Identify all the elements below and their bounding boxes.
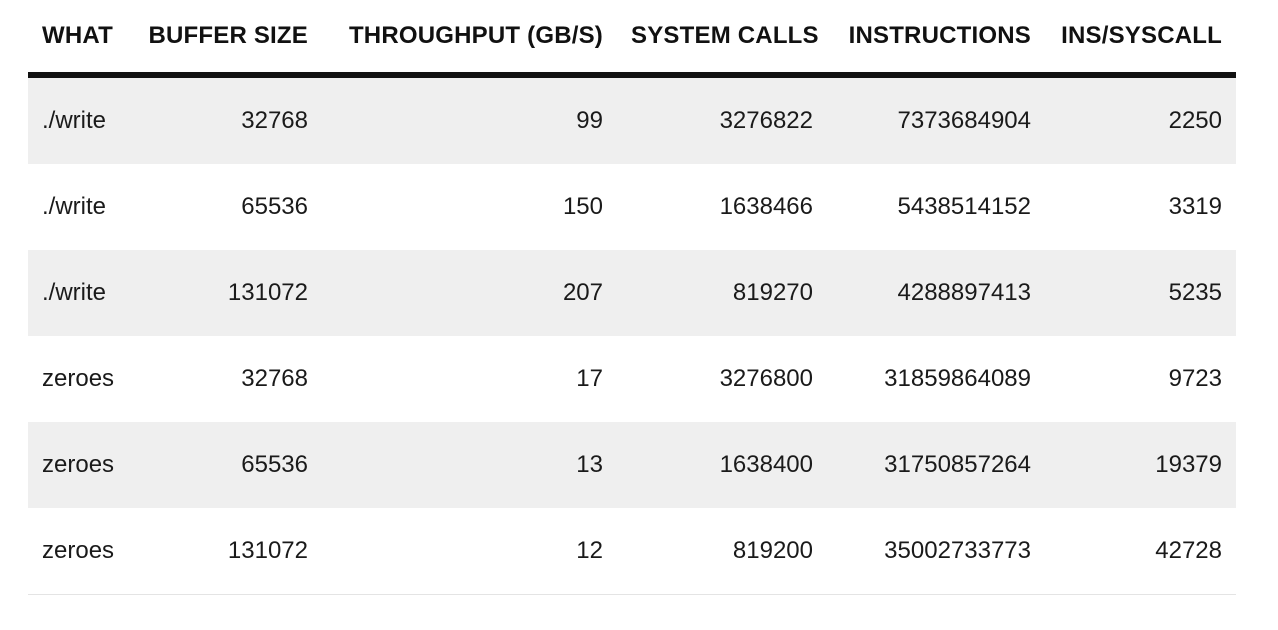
cell-system-calls: 3276822 [617, 75, 827, 164]
cell-system-calls: 819270 [617, 250, 827, 336]
cell-throughput: 207 [322, 250, 617, 336]
cell-what: ./write [42, 193, 107, 220]
header-row: WHAT BUFFER SIZE THROUGHPUT (GB/S) SYSTE… [28, 0, 1236, 78]
header-buffer-size: BUFFER SIZE [130, 0, 322, 78]
cell-throughput: 13 [322, 422, 617, 508]
table-row: ./write 131072 207 819270 4288897413 523… [28, 250, 1236, 336]
cell-instructions: 5438514152 [897, 193, 1031, 220]
cell-what: zeroes [28, 508, 130, 595]
cell-buffer-size: 65536 [130, 422, 322, 508]
header-system-calls: SYSTEM CALLS [617, 0, 827, 78]
header-throughput: THROUGHPUT (GB/S) [322, 0, 617, 78]
cell-ins-per-syscall: 3319 [1168, 193, 1222, 220]
cell-ins-per-syscall: 19379 [1045, 422, 1236, 508]
cell-system-calls: 1638400 [617, 422, 827, 508]
cell-instructions: 31859864089 [884, 365, 1031, 392]
cell-throughput: 99 [322, 75, 617, 164]
cell-buffer-size: 131072 [130, 250, 322, 336]
cell-instructions: 31750857264 [827, 422, 1045, 508]
cell-ins-per-syscall: 2250 [1045, 75, 1236, 164]
header-instructions: INSTRUCTIONS [827, 0, 1045, 78]
header-what: WHAT [28, 0, 130, 78]
cell-system-calls: 819200 [617, 508, 827, 595]
cell-buffer-size: 131072 [130, 508, 322, 595]
cell-instructions: 35002733773 [827, 508, 1045, 595]
cell-instructions: 4288897413 [827, 250, 1045, 336]
cell-instructions: 7373684904 [827, 75, 1045, 164]
cell-what: zeroes [28, 422, 130, 508]
table-row: zeroes 65536 13 1638400 31750857264 1937… [28, 422, 1236, 508]
cell-ins-per-syscall: 9723 [1168, 365, 1222, 392]
cell-throughput: 150 [562, 193, 603, 220]
table-row: ./write 32768 99 3276822 7373684904 2250 [28, 75, 1236, 164]
table-row: ./write 65536 150 1638466 5438514152 331… [28, 164, 1236, 250]
cell-ins-per-syscall: 5235 [1045, 250, 1236, 336]
cell-throughput: 12 [322, 508, 617, 595]
cell-buffer-size: 32768 [130, 75, 322, 164]
cell-system-calls: 1638466 [719, 193, 813, 220]
benchmark-table-container: WHAT BUFFER SIZE THROUGHPUT (GB/S) SYSTE… [28, 0, 1236, 595]
benchmark-table: WHAT BUFFER SIZE THROUGHPUT (GB/S) SYSTE… [28, 0, 1236, 595]
cell-system-calls: 3276800 [719, 365, 813, 392]
cell-what: ./write [28, 250, 130, 336]
table-row: zeroes 32768 17 3276800 31859864089 9723 [28, 336, 1236, 422]
cell-throughput: 17 [576, 365, 603, 392]
cell-what: zeroes [42, 365, 115, 392]
table-row: zeroes 131072 12 819200 35002733773 4272… [28, 508, 1236, 595]
header-ins-per-syscall: INS/SYSCALL [1045, 0, 1236, 78]
table-header: WHAT BUFFER SIZE THROUGHPUT (GB/S) SYSTE… [28, 0, 1236, 78]
cell-buffer-size: 32768 [241, 365, 308, 392]
cell-buffer-size: 65536 [241, 193, 308, 220]
table-body: ./write 32768 99 3276822 7373684904 2250… [28, 75, 1236, 595]
cell-what: ./write [28, 75, 130, 164]
cell-ins-per-syscall: 42728 [1045, 508, 1236, 595]
